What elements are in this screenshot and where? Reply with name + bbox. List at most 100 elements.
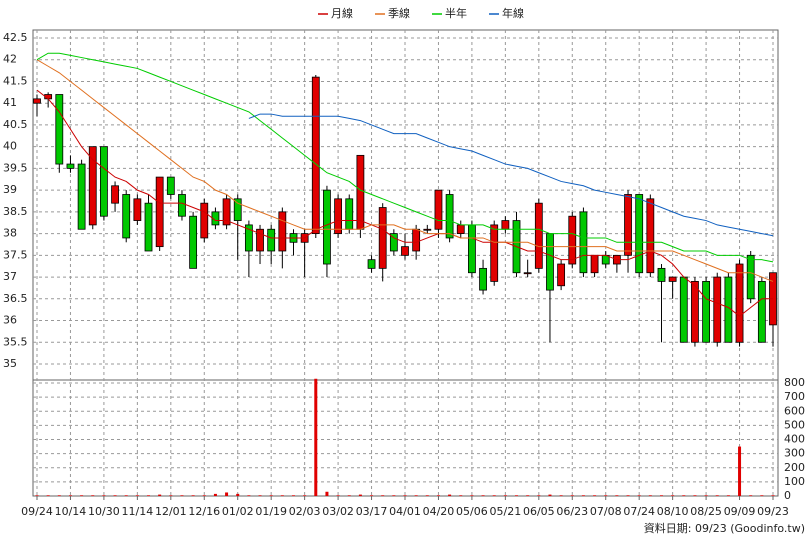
x-tick-label: 08/25 bbox=[690, 505, 722, 518]
candle-body bbox=[735, 263, 744, 343]
y-tick-label: 40.5 bbox=[3, 118, 28, 131]
volume-bar bbox=[46, 495, 50, 496]
candle-body bbox=[646, 198, 655, 274]
volume-bar bbox=[559, 495, 563, 496]
y-tick-label: 39.5 bbox=[3, 161, 28, 174]
y-tick-label: 42 bbox=[3, 53, 17, 66]
legend-label: 季線 bbox=[388, 6, 410, 20]
candle-body bbox=[166, 176, 175, 195]
volume-bar bbox=[91, 495, 95, 496]
volume-bar bbox=[459, 495, 463, 496]
candle-body bbox=[200, 202, 209, 239]
volume-bar bbox=[113, 495, 117, 496]
volume-bar bbox=[659, 495, 663, 496]
volume-bar bbox=[615, 495, 619, 496]
y-tick-label: 38.5 bbox=[3, 205, 28, 218]
volume-bar bbox=[225, 492, 229, 496]
volume-bar bbox=[347, 495, 351, 496]
volume-tick-label: 600 bbox=[784, 404, 805, 417]
candle-body bbox=[657, 267, 666, 282]
volume-bar bbox=[470, 495, 474, 496]
candle-body bbox=[334, 198, 342, 234]
candle-body bbox=[423, 228, 432, 231]
volume-bar bbox=[236, 493, 240, 496]
volume-tick-label: 800 bbox=[784, 376, 805, 389]
volume-tick-label: 100 bbox=[784, 475, 805, 488]
candle-body bbox=[133, 198, 142, 221]
volume-bar bbox=[448, 494, 452, 496]
x-tick-label: 01/02 bbox=[222, 505, 254, 518]
x-tick-label: 08/10 bbox=[657, 505, 689, 518]
candle-body bbox=[401, 246, 409, 256]
y-tick-label: 36.5 bbox=[3, 292, 28, 305]
candle-body bbox=[323, 189, 331, 265]
volume-bar bbox=[726, 495, 730, 496]
candle-body bbox=[746, 254, 755, 300]
candle-body bbox=[635, 194, 644, 274]
legend-label: 月線 bbox=[331, 6, 353, 20]
candle-body bbox=[144, 202, 153, 252]
volume-bar bbox=[604, 495, 608, 496]
candle-body bbox=[55, 94, 64, 165]
volume-bar bbox=[503, 495, 507, 496]
volume-bar bbox=[325, 491, 329, 496]
y-tick-label: 37.5 bbox=[3, 248, 28, 261]
volume-bar bbox=[169, 495, 173, 496]
candle-body bbox=[468, 224, 476, 274]
volume-bar bbox=[637, 495, 641, 496]
volume-tick-label: 0 bbox=[784, 489, 791, 502]
volume-bar bbox=[80, 495, 84, 496]
volume-bar bbox=[303, 495, 307, 496]
candle-body bbox=[278, 211, 287, 252]
y-tick-label: 40 bbox=[3, 140, 17, 153]
candle-body bbox=[367, 259, 376, 269]
ma-line bbox=[36, 52, 774, 263]
candle-body bbox=[534, 202, 543, 269]
source-note: 資料日期: 09/23 (Goodinfo.tw) bbox=[644, 521, 805, 535]
candle-body bbox=[345, 198, 354, 230]
volume-bar bbox=[738, 446, 742, 496]
volume-bar bbox=[693, 495, 697, 496]
candle-body bbox=[456, 224, 465, 234]
x-tick-label: 05/06 bbox=[456, 505, 488, 518]
candle-body bbox=[590, 254, 599, 274]
x-tick-label: 05/21 bbox=[490, 505, 522, 518]
x-tick-label: 09/23 bbox=[757, 505, 789, 518]
volume-bar bbox=[213, 493, 217, 496]
volume-bar bbox=[314, 378, 318, 496]
x-tick-label: 06/23 bbox=[556, 505, 588, 518]
x-tick-label: 07/24 bbox=[623, 505, 655, 518]
volume-bar bbox=[68, 495, 72, 496]
candle-body bbox=[702, 281, 710, 343]
volume-bar bbox=[548, 494, 552, 496]
candle-body bbox=[757, 281, 766, 343]
candle-body bbox=[501, 220, 510, 230]
candle-body bbox=[479, 267, 487, 291]
candle-body bbox=[668, 276, 677, 282]
candle-body bbox=[546, 233, 554, 291]
candle-body bbox=[412, 228, 421, 252]
volume-bar bbox=[760, 495, 764, 496]
x-tick-label: 09/09 bbox=[724, 505, 756, 518]
candle-body bbox=[77, 163, 86, 230]
volume-bar bbox=[648, 495, 652, 496]
volume-bar bbox=[403, 495, 407, 496]
volume-bar bbox=[370, 495, 374, 496]
volume-bar bbox=[102, 495, 106, 496]
candle-body bbox=[490, 224, 499, 282]
volume-bar bbox=[280, 495, 284, 496]
volume-bar bbox=[258, 495, 262, 496]
candle-body bbox=[713, 276, 722, 343]
x-tick-label: 07/08 bbox=[590, 505, 622, 518]
volume-bar bbox=[414, 495, 418, 496]
candle-body bbox=[267, 228, 276, 252]
volume-bar bbox=[771, 495, 775, 496]
x-tick-label: 06/05 bbox=[523, 505, 555, 518]
x-tick-label: 10/30 bbox=[88, 505, 120, 518]
ma-line bbox=[36, 59, 774, 282]
candle-body bbox=[679, 276, 688, 343]
candle-body bbox=[244, 224, 253, 252]
volume-bar bbox=[358, 494, 362, 496]
